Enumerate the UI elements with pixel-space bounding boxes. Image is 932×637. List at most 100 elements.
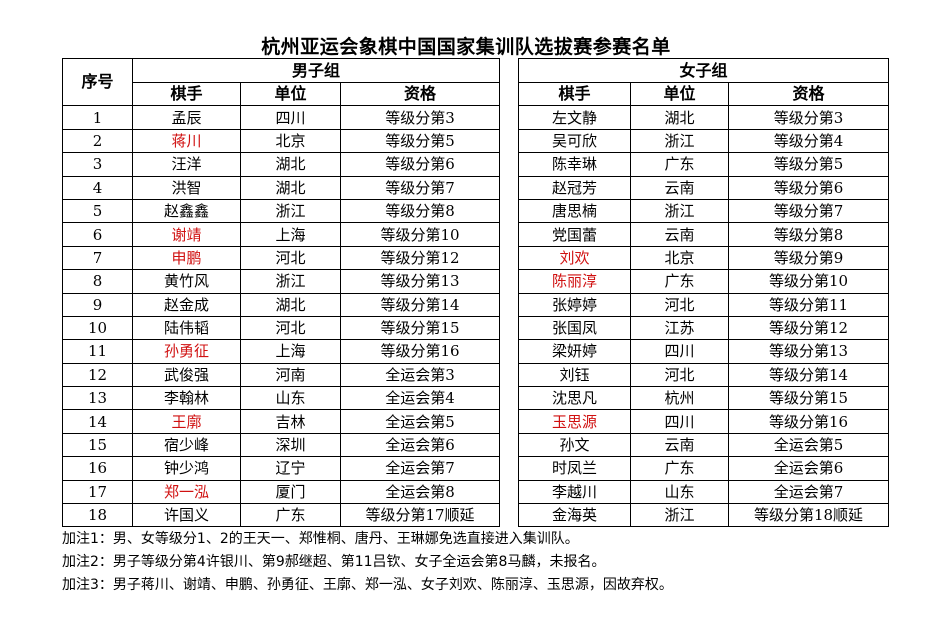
player-cell: 陈丽淳	[518, 269, 631, 294]
index-cell: 1	[62, 105, 133, 130]
player-cell: 赵金成	[132, 292, 241, 317]
qualification-cell: 等级分第14	[339, 292, 501, 317]
women-row: 张国凤 江苏 等级分第12	[518, 315, 890, 341]
unit-cell: 云南	[630, 432, 729, 458]
player-cell: 陈幸琳	[518, 152, 631, 177]
index-cell: 10	[62, 315, 133, 341]
men-row: 16 钟少鸿 辽宁 全运会第7	[62, 456, 501, 481]
women-row: 吴可欣 浙江 等级分第4	[518, 128, 890, 154]
qualification-cell: 等级分第5	[339, 128, 501, 154]
qualification-cell: 等级分第17顺延	[339, 503, 501, 528]
qualification-cell: 等级分第13	[727, 339, 890, 364]
index-cell: 17	[62, 479, 133, 505]
qualification-cell: 等级分第13	[339, 269, 501, 294]
player-cell: 赵冠芳	[518, 175, 631, 200]
women-row: 金海英 浙江 等级分第18顺延	[518, 503, 890, 528]
document-title: 杭州亚运会象棋中国国家集训队选拔赛参赛名单	[261, 36, 671, 58]
player-cell: 沈思凡	[518, 386, 631, 411]
index-cell: 11	[62, 339, 133, 364]
men-row: 18 许国义 广东 等级分第17顺延	[62, 503, 501, 528]
qualification-cell: 等级分第5	[727, 152, 890, 177]
unit-cell: 广东	[630, 152, 729, 177]
note-3: 加注3：男子蒋川、谢靖、申鹏、孙勇征、王廓、郑一泓、女子刘欢、陈丽淳、玉思源，因…	[62, 577, 673, 593]
player-cell: 时凤兰	[518, 456, 631, 481]
player-cell: 吴可欣	[518, 128, 631, 154]
player-cell: 武俊强	[132, 362, 241, 388]
women-row: 党国蕾 云南 等级分第8	[518, 222, 890, 247]
men-row: 8 黄竹风 浙江 等级分第13	[62, 269, 501, 294]
women-row: 赵冠芳 云南 等级分第6	[518, 175, 890, 200]
player-cell: 刘钰	[518, 362, 631, 388]
index-cell: 15	[62, 432, 133, 458]
unit-cell: 云南	[630, 175, 729, 200]
header-player: 棋手	[518, 81, 631, 107]
player-cell: 唐思楠	[518, 198, 631, 224]
qualification-cell: 全运会第5	[339, 409, 501, 434]
unit-cell: 广东	[630, 269, 729, 294]
unit-cell: 四川	[630, 339, 729, 364]
index-cell: 7	[62, 245, 133, 271]
unit-cell: 山东	[630, 479, 729, 505]
women-row: 刘欢 北京 等级分第9	[518, 245, 890, 271]
qualification-cell: 等级分第6	[727, 175, 890, 200]
qualification-cell: 等级分第10	[727, 269, 890, 294]
notes: 加注1：男、女等级分1、2的王天一、郑惟桐、唐丹、王琳娜免选直接进入集训队。 加…	[62, 528, 673, 597]
player-cell: 孙勇征	[132, 339, 241, 364]
women-row: 张婷婷 河北 等级分第11	[518, 292, 890, 317]
qualification-cell: 等级分第9	[727, 245, 890, 271]
header-women-group: 女子组	[517, 58, 890, 83]
men-row: 14 王廓 吉林 全运会第5	[62, 409, 501, 434]
player-cell: 黄竹风	[132, 269, 241, 294]
women-row: 刘钰 河北 等级分第14	[518, 362, 890, 388]
index-cell: 13	[62, 386, 133, 411]
header-unit: 单位	[630, 81, 729, 107]
women-row: 左文静 湖北 等级分第3	[518, 105, 890, 130]
player-cell: 王廓	[132, 409, 241, 434]
index-cell: 8	[62, 269, 133, 294]
qualification-cell: 全运会第6	[727, 456, 890, 481]
unit-cell: 北京	[240, 128, 341, 154]
men-row: 12 武俊强 河南 全运会第3	[62, 362, 501, 388]
player-cell: 许国义	[132, 503, 241, 528]
qualification-cell: 等级分第8	[727, 222, 890, 247]
player-cell: 陆伟韬	[132, 315, 241, 341]
unit-cell: 杭州	[630, 386, 729, 411]
unit-cell: 浙江	[630, 503, 729, 528]
unit-cell: 河北	[240, 245, 341, 271]
qualification-cell: 等级分第7	[727, 198, 890, 224]
player-cell: 玉思源	[518, 409, 631, 434]
qualification-cell: 等级分第11	[727, 292, 890, 317]
index-cell: 14	[62, 409, 133, 434]
player-cell: 申鹏	[132, 245, 241, 271]
unit-cell: 云南	[630, 222, 729, 247]
player-cell: 张婷婷	[518, 292, 631, 317]
men-group-table: 序号 男子组 棋手 单位 资格 1 孟辰 四川 等级分第3 2 蒋川 北京 等级分第5 3 汪洋湖…	[62, 57, 501, 528]
qualification-cell: 等级分第18顺延	[727, 503, 890, 528]
index-cell: 12	[62, 362, 133, 388]
player-cell: 钟少鸿	[132, 456, 241, 481]
women-group-table: 女子组 棋手 单位 资格 左文静 湖北 等级分第3 吴可欣 浙江 等级分第4 陈幸琳 广东 等级…	[517, 58, 890, 528]
qualification-cell: 等级分第16	[727, 409, 890, 434]
qualification-cell: 等级分第12	[727, 315, 890, 341]
qualification-cell: 等级分第10	[339, 222, 501, 247]
header-player: 棋手	[132, 81, 241, 107]
player-cell: 赵鑫鑫	[132, 198, 241, 224]
unit-cell: 上海	[240, 339, 341, 364]
men-row: 3 汪洋 湖北 等级分第6	[62, 152, 501, 177]
men-row: 11 孙勇征 上海 等级分第16	[62, 339, 501, 364]
qualification-cell: 全运会第8	[339, 479, 501, 505]
header-qualification: 资格	[339, 81, 501, 107]
unit-cell: 山东	[240, 386, 341, 411]
index-cell: 16	[62, 456, 133, 481]
player-cell: 张国凤	[518, 315, 631, 341]
qualification-cell: 等级分第15	[339, 315, 501, 341]
women-row: 唐思楠 浙江 等级分第7	[518, 198, 890, 224]
player-cell: 蒋川	[132, 128, 241, 154]
player-cell: 刘欢	[518, 245, 631, 271]
header-unit: 单位	[240, 81, 341, 107]
qualification-cell: 全运会第4	[339, 386, 501, 411]
unit-cell: 湖北	[240, 292, 341, 317]
player-cell: 郑一泓	[132, 479, 241, 505]
index-cell: 2	[62, 128, 133, 154]
unit-cell: 河北	[240, 315, 341, 341]
